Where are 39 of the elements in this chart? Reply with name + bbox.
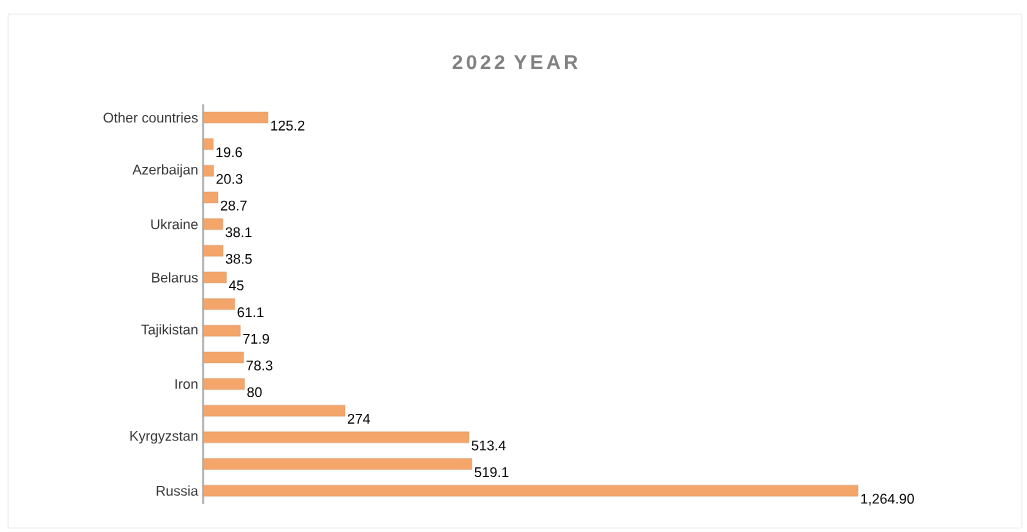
data-label: 513.4 [471,440,506,451]
bar [202,138,214,150]
data-label: 519.1 [474,467,509,477]
y-tick-label: Ukraine [151,218,198,230]
bar [202,324,241,337]
data-label: 38.5 [225,253,252,264]
bar [202,351,244,363]
bar [202,271,227,283]
bar [202,191,219,204]
data-label: 125.2 [271,120,305,131]
bar [202,245,224,257]
bar [202,404,346,417]
bar [202,431,470,443]
chart-title: 2022 YEAR [452,55,578,70]
data-label: 28.7 [220,200,247,211]
bar [202,298,235,310]
data-label: 38.1 [225,227,252,238]
bar [202,165,214,177]
y-tick-label: Belarus [152,272,198,283]
bar [202,484,859,497]
bar [202,458,473,470]
y-tick-label: Tajikistan [141,324,198,338]
data-label: 20.3 [216,173,243,184]
y-tick-label: Russia [156,485,199,496]
bar [202,111,269,124]
y-tick-label: Azerbaijan [132,164,198,178]
data-label: 274 [347,413,371,424]
data-label: 45 [228,280,244,291]
y-tick-label: Iron [175,379,198,389]
data-label: 19.6 [216,147,242,158]
y-tick-label: Kyrgyzstan [130,431,198,444]
y-tick-label: Other countries [103,112,198,123]
data-label: 80 [247,387,262,398]
data-label: 1,264.90 [861,493,914,506]
bar [202,218,223,230]
bar [202,378,245,390]
data-label: 61.1 [237,307,264,318]
data-label: 71.9 [243,333,270,344]
data-label: 78.3 [246,360,273,371]
